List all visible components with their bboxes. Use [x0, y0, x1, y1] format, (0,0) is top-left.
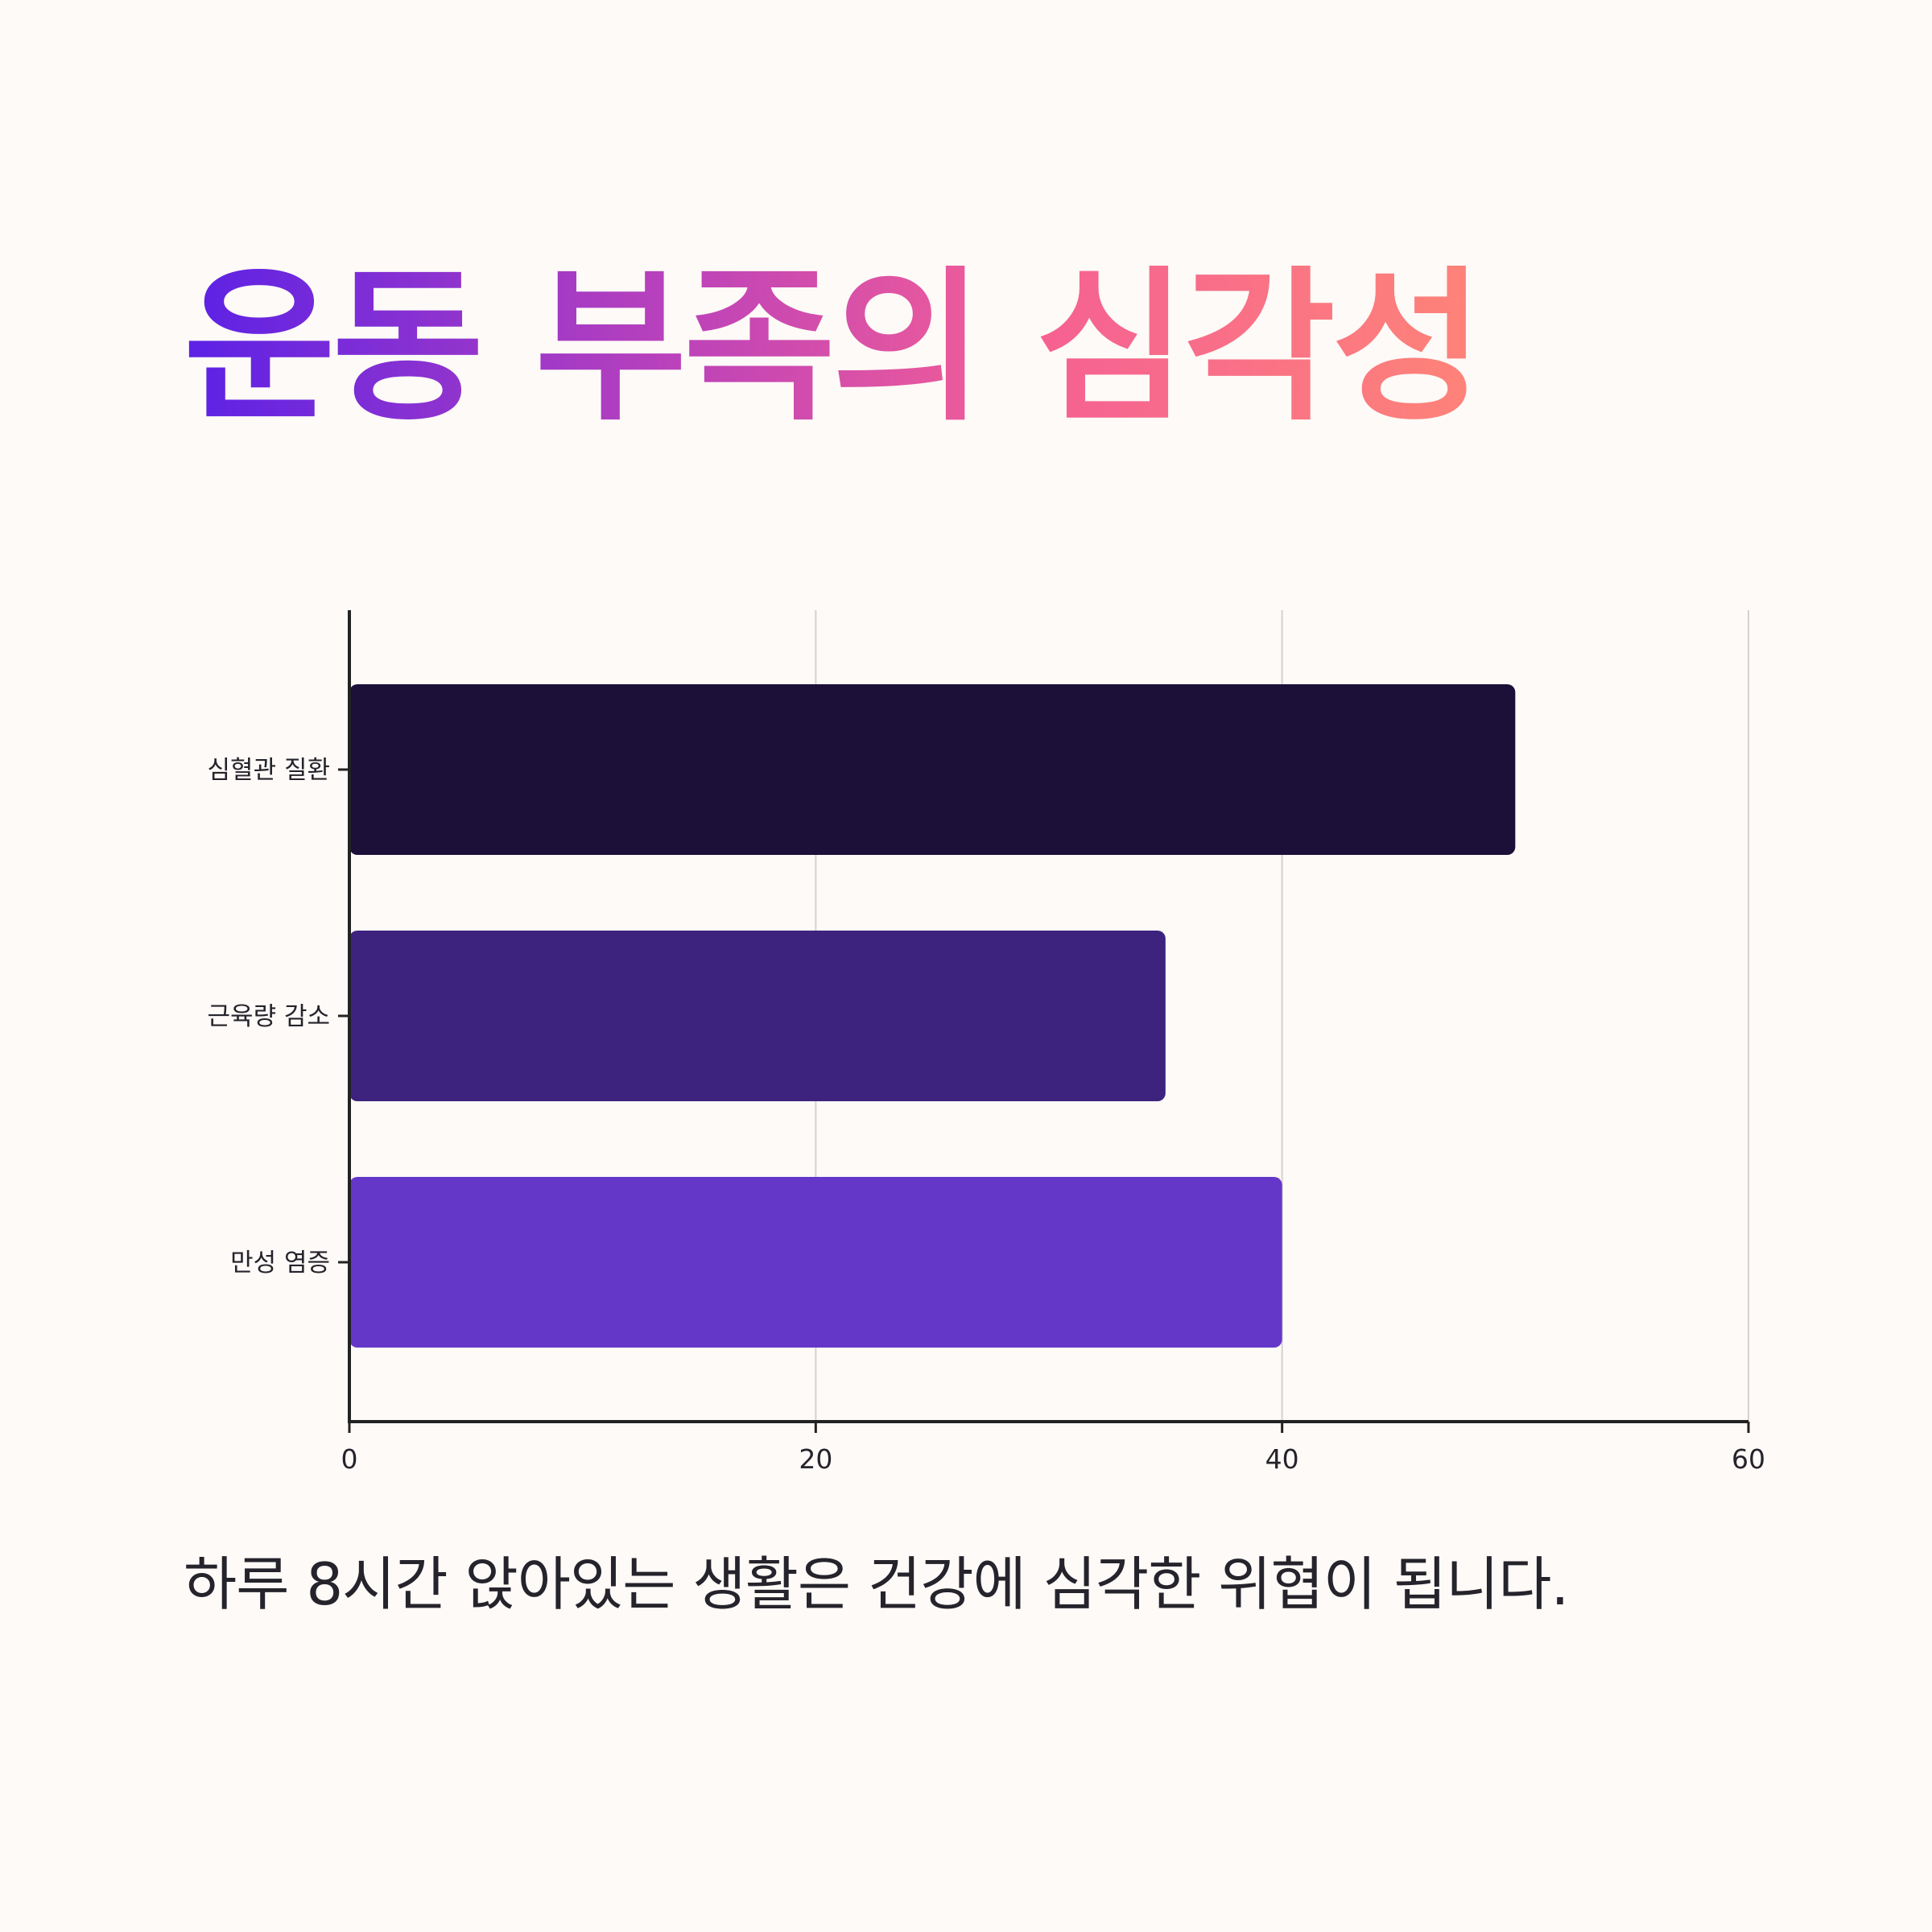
x-tick-label: 60	[1732, 1443, 1765, 1475]
x-tick-label: 40	[1265, 1443, 1299, 1475]
category-label: 만성 염증	[230, 1249, 330, 1278]
category-label: 근육량 감소	[208, 1002, 330, 1031]
bar-1	[349, 684, 1516, 855]
bar-3	[349, 1177, 1282, 1348]
x-tick-label: 0	[341, 1443, 358, 1475]
page-title: 운동 부족의 심각성	[184, 252, 1484, 444]
bar-2	[349, 931, 1166, 1101]
x-tick-label: 20	[799, 1443, 832, 1475]
category-label: 심혈관 질환	[208, 756, 330, 785]
chart-caption: 하루 8시간 앉아있는 생활은 건강에 심각한 위협이 됩니다.	[184, 1550, 1569, 1618]
